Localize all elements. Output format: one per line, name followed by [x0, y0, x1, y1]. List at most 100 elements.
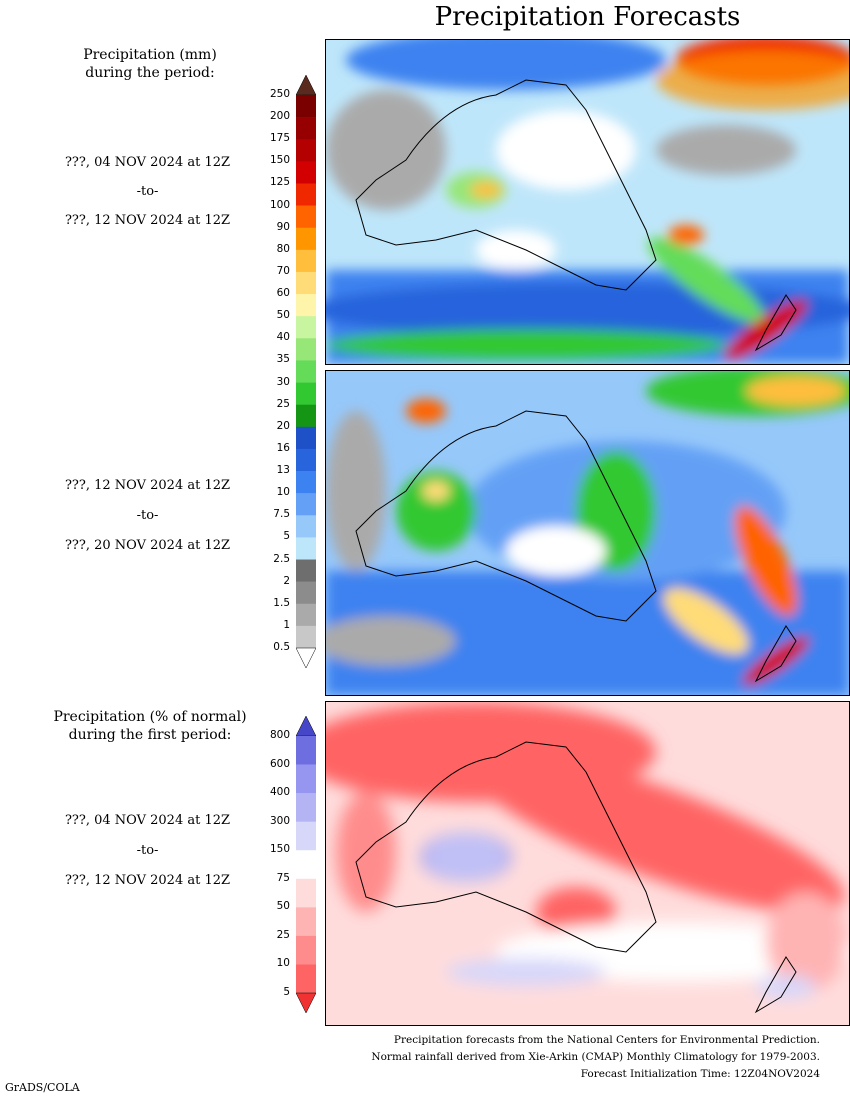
percent-colorbar-tick-label: 25	[276, 928, 290, 941]
precip-colorbar-segment	[296, 382, 316, 405]
precip-colorbar-segment	[296, 338, 316, 361]
precip-colorbar-segment	[296, 515, 316, 538]
precip-map-2	[326, 371, 849, 695]
percent-colorbar-segment	[296, 935, 316, 965]
percent-colorbar-tick-label: 5	[283, 986, 290, 998]
panel1-date-start: ???, 04 NOV 2024 at 12Z	[64, 155, 231, 170]
panel1-label: Precipitation (mm) during the period:	[0, 46, 300, 82]
precip-colorbar-svg	[296, 75, 316, 668]
percent-colorbar: 800 600 400 300 150 75 50 25 10 5	[270, 716, 316, 1013]
panel3-date-end: ???, 12 NOV 2024 at 12Z	[64, 873, 231, 888]
precip-colorbar-segment	[296, 603, 316, 627]
precip-colorbar-segment	[296, 316, 316, 339]
percent-colorbar-svg	[296, 716, 316, 1013]
percent-colorbar-segment	[296, 878, 316, 908]
footer-line2: Normal rainfall derived from Xie-Arkin (…	[371, 1051, 820, 1063]
page-title: Precipitation Forecasts	[434, 2, 741, 32]
percent-colorbar-bottom-arrow	[296, 992, 316, 1013]
precip-colorbar-tick-label: 30	[276, 375, 290, 388]
percent-colorbar-tick-label: 10	[276, 957, 290, 970]
percent-colorbar-tick-label: 800	[269, 729, 290, 741]
precip-colorbar-segment	[296, 493, 316, 516]
precip-colorbar-tick-label: 50	[276, 309, 290, 322]
precip-colorbar-segment	[296, 448, 316, 472]
precip-colorbar-segment	[296, 426, 316, 450]
precip-colorbar-tick-label: 200	[269, 110, 290, 123]
precip-colorbar-segment	[296, 161, 316, 184]
precip-colorbar-tick-label: 250	[269, 88, 290, 100]
precip-colorbar-tick-label: 150	[269, 154, 290, 167]
precip-colorbar-segment	[296, 360, 316, 383]
panel1-date-end: ???, 12 NOV 2024 at 12Z	[64, 213, 231, 228]
precip-colorbar-segment	[296, 294, 316, 317]
footer-line3: Forecast Initialization Time: 12Z04NOV20…	[580, 1068, 820, 1080]
precip-colorbar-tick-label: 13	[276, 464, 290, 477]
precip-colorbar-bottom-arrow	[296, 647, 316, 668]
precip-colorbar-tick-label: 10	[276, 486, 290, 499]
precip-map-1	[326, 40, 849, 364]
precip-colorbar-tick-label: 60	[276, 287, 290, 300]
percent-colorbar-tick-label: 300	[269, 814, 290, 827]
precip-colorbar-segment	[296, 227, 316, 251]
precip-colorbar-tick-label: 80	[276, 242, 290, 255]
panel2-date-to: -to-	[136, 508, 159, 523]
precip-colorbar-tick-label: 90	[276, 220, 290, 233]
precip-colorbar-tick-label: 5	[283, 530, 290, 543]
panel1-label-line1: Precipitation (mm)	[83, 47, 217, 63]
precip-colorbar-segment	[296, 183, 316, 206]
map-panel-percent-normal	[325, 701, 850, 1026]
percent-colorbar-tick-label: 75	[276, 871, 290, 884]
precip-colorbar-tick-label: 16	[276, 441, 290, 454]
precip-colorbar-tick-label: 70	[276, 264, 290, 277]
precip-colorbar-tick-label: 100	[269, 198, 290, 211]
precip-colorbar-segment	[296, 139, 316, 162]
percent-normal-map	[326, 702, 849, 1025]
percent-colorbar-tick-label: 400	[269, 786, 290, 799]
precip-colorbar-tick-label: 0.5	[273, 641, 290, 653]
precip-colorbar-segment	[296, 559, 316, 582]
percent-colorbar-tick-label: 50	[276, 900, 290, 913]
panel3-label-line1: Precipitation (% of normal)	[53, 709, 247, 725]
precip-colorbar-tick-label: 35	[276, 353, 290, 366]
precip-colorbar-segment	[296, 625, 316, 649]
precip-colorbar-tick-label: 20	[276, 419, 290, 432]
percent-colorbar-tick-label: 600	[269, 757, 290, 770]
precip-colorbar-segment	[296, 404, 316, 428]
precip-colorbar-tick-label: 1	[283, 618, 290, 631]
panel3-label-line2: during the first period:	[68, 727, 232, 743]
precip-colorbar: 250 200 175 150 125 100 90 80 70 60 50 40 35 30 25 20 16…	[270, 75, 316, 668]
percent-colorbar-tick-label: 150	[269, 843, 290, 856]
panel2-date-start: ???, 12 NOV 2024 at 12Z	[64, 478, 231, 493]
precip-colorbar-tick-label: 1.5	[273, 596, 290, 609]
grads-credit: GrADS/COLA	[5, 1081, 80, 1094]
precip-colorbar-segment	[296, 249, 316, 273]
precip-colorbar-tick-label: 40	[276, 331, 290, 344]
panel3-date-start: ???, 04 NOV 2024 at 12Z	[64, 813, 231, 828]
percent-colorbar-segment	[296, 764, 316, 794]
map-panel-period2	[325, 370, 850, 696]
percent-colorbar-segment	[296, 821, 316, 851]
precip-colorbar-segment	[296, 581, 316, 605]
precip-colorbar-top-arrow	[296, 75, 316, 96]
precip-colorbar-segment	[296, 117, 316, 140]
percent-colorbar-segment	[296, 907, 316, 937]
panel1-date-to: -to-	[136, 184, 159, 199]
precip-colorbar-tick-label: 25	[276, 397, 290, 410]
percent-colorbar-top-arrow	[296, 716, 316, 737]
precip-colorbar-segment	[296, 205, 316, 229]
footer-line1: Precipitation forecasts from the Nationa…	[393, 1034, 820, 1046]
precip-colorbar-tick-label: 175	[269, 132, 290, 145]
panel1-label-line2: during the period:	[85, 65, 215, 81]
percent-colorbar-segment	[296, 964, 316, 994]
percent-colorbar-segment	[296, 850, 316, 880]
precip-colorbar-segment	[296, 471, 316, 494]
precip-colorbar-tick-label: 125	[269, 176, 290, 189]
precip-colorbar-segment	[296, 95, 316, 118]
map-panel-period1	[325, 39, 850, 365]
percent-colorbar-segment	[296, 736, 316, 765]
precip-colorbar-segment	[296, 271, 316, 295]
precip-colorbar-tick-label: 2.5	[273, 552, 290, 565]
percent-colorbar-segment	[296, 793, 316, 822]
precip-colorbar-segment	[296, 537, 316, 560]
panel3-date-to: -to-	[136, 843, 159, 858]
